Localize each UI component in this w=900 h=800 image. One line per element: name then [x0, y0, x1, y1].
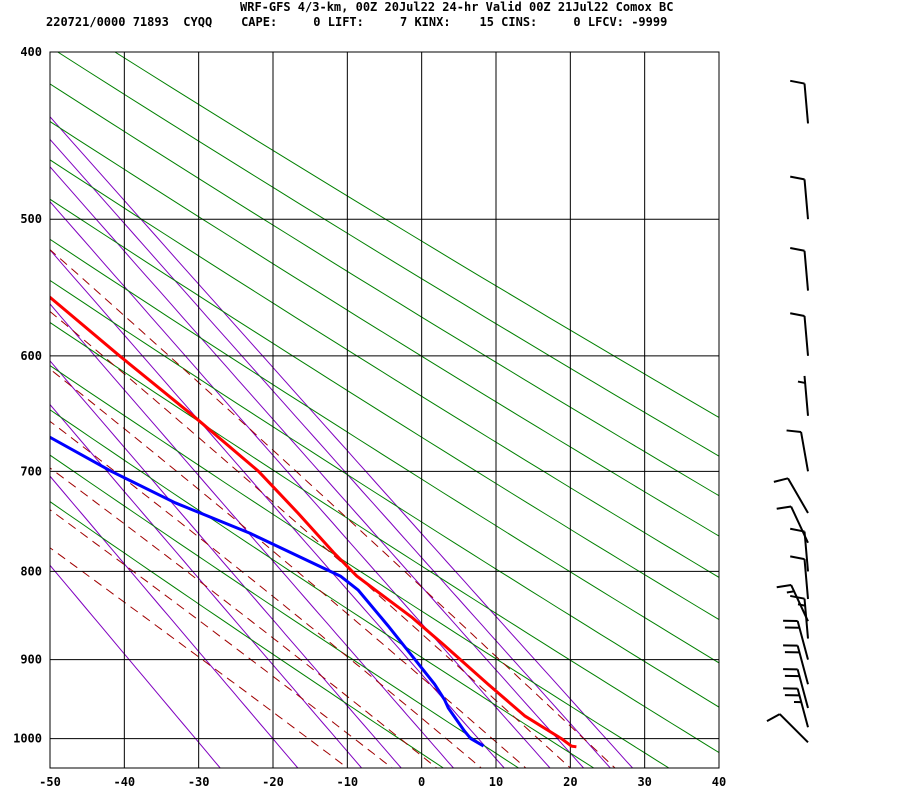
dry-adiabat — [50, 321, 719, 754]
dry-adiabat — [50, 409, 595, 768]
moist-adiabat — [50, 420, 482, 768]
wind-barb — [790, 312, 809, 356]
temperature-profile — [50, 295, 577, 749]
mixing-ratio-line — [50, 403, 363, 768]
mixing-ratio-line — [50, 116, 634, 768]
wind-barb — [776, 583, 809, 622]
wind-barb — [790, 79, 809, 124]
x-tick-label: -20 — [262, 775, 284, 789]
dry-adiabats — [50, 52, 719, 768]
dry-adiabat — [50, 501, 445, 768]
x-tick-label: -30 — [188, 775, 210, 789]
moist-adiabat — [50, 547, 349, 768]
x-tick-label: -10 — [336, 775, 358, 789]
dry-adiabat — [50, 279, 719, 708]
wind-barb — [786, 429, 809, 472]
moist-adiabat — [50, 509, 393, 768]
dry-adiabat — [50, 120, 719, 537]
wind-barb — [776, 505, 809, 544]
y-tick-label: 1000 — [13, 732, 42, 746]
mixing-ratio-line — [50, 475, 299, 768]
x-tick-label: 10 — [489, 775, 503, 789]
plot-frame — [49, 51, 720, 769]
wind-barb — [790, 175, 809, 220]
mixing-ratio-line — [50, 303, 455, 768]
y-tick-label: 500 — [20, 212, 42, 226]
mixing-ratio-lines — [50, 116, 634, 768]
dry-adiabat — [50, 364, 670, 768]
wind-barb — [783, 619, 809, 660]
dry-adiabat — [56, 52, 719, 457]
dry-adiabat — [50, 454, 520, 768]
dry-adiabat — [50, 159, 719, 578]
wind-barb — [766, 713, 809, 744]
x-tick-label: -50 — [39, 775, 61, 789]
plot-area — [49, 51, 720, 769]
dry-adiabat — [50, 238, 719, 664]
wind-barb — [790, 247, 809, 291]
moist-adiabat — [50, 248, 616, 768]
y-tick-label: 800 — [20, 564, 42, 578]
wind-barb — [783, 644, 809, 685]
grid — [50, 52, 719, 768]
mixing-ratio-line — [50, 564, 221, 768]
x-tick-label: -40 — [113, 775, 135, 789]
x-tick-label: 30 — [637, 775, 651, 789]
x-tick-label: 20 — [563, 775, 577, 789]
y-tick-label: 400 — [20, 45, 42, 59]
y-tick-label: 600 — [20, 349, 42, 363]
sounding-indices: 220721/0000 71893 CYQQ CAPE: 0 LIFT: 7 K… — [46, 15, 668, 29]
chart-title: WRF-GFS 4/3-km, 00Z 20Jul22 24-hr Valid … — [240, 0, 674, 14]
wind-barb — [773, 477, 809, 514]
wind-barbs — [766, 79, 809, 744]
moist-adiabat — [50, 467, 438, 768]
mixing-ratio-line — [50, 360, 402, 768]
x-tick-label: 0 — [418, 775, 425, 789]
mixing-ratio-line — [50, 249, 505, 768]
mixing-ratio-line — [50, 166, 585, 768]
moist-adiabat — [50, 368, 527, 768]
moist-adiabat — [50, 310, 572, 768]
dry-adiabat — [113, 52, 719, 419]
dry-adiabat — [50, 83, 719, 497]
mixing-ratio-line — [50, 200, 551, 768]
wind-barb — [790, 555, 809, 600]
y-tick-labels: 400 500 600 700 800 900 1000 — [13, 45, 42, 746]
dewpoint-profile — [50, 435, 485, 748]
mixing-ratio-line — [50, 138, 611, 768]
x-tick-labels: -50 -40 -30 -20 -10 0 10 20 30 40 — [39, 775, 726, 789]
moist-adiabats — [50, 248, 616, 768]
y-tick-label: 900 — [20, 653, 42, 667]
sounding-series — [50, 295, 577, 749]
wind-barb — [783, 668, 809, 709]
x-tick-label: 40 — [712, 775, 726, 789]
wind-barb — [783, 687, 809, 728]
y-tick-label: 700 — [20, 464, 42, 478]
dry-adiabat — [50, 198, 719, 621]
wind-barb — [797, 375, 809, 416]
